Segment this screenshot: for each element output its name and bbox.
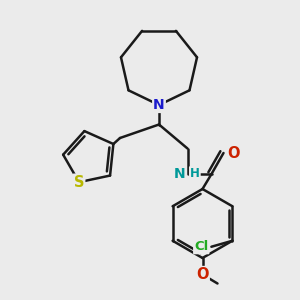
Text: N: N xyxy=(174,167,186,181)
Text: Cl: Cl xyxy=(194,240,208,253)
Text: N: N xyxy=(153,98,165,112)
Text: H: H xyxy=(190,167,200,180)
Text: O: O xyxy=(196,267,209,282)
Text: O: O xyxy=(227,146,240,160)
Text: S: S xyxy=(74,175,84,190)
